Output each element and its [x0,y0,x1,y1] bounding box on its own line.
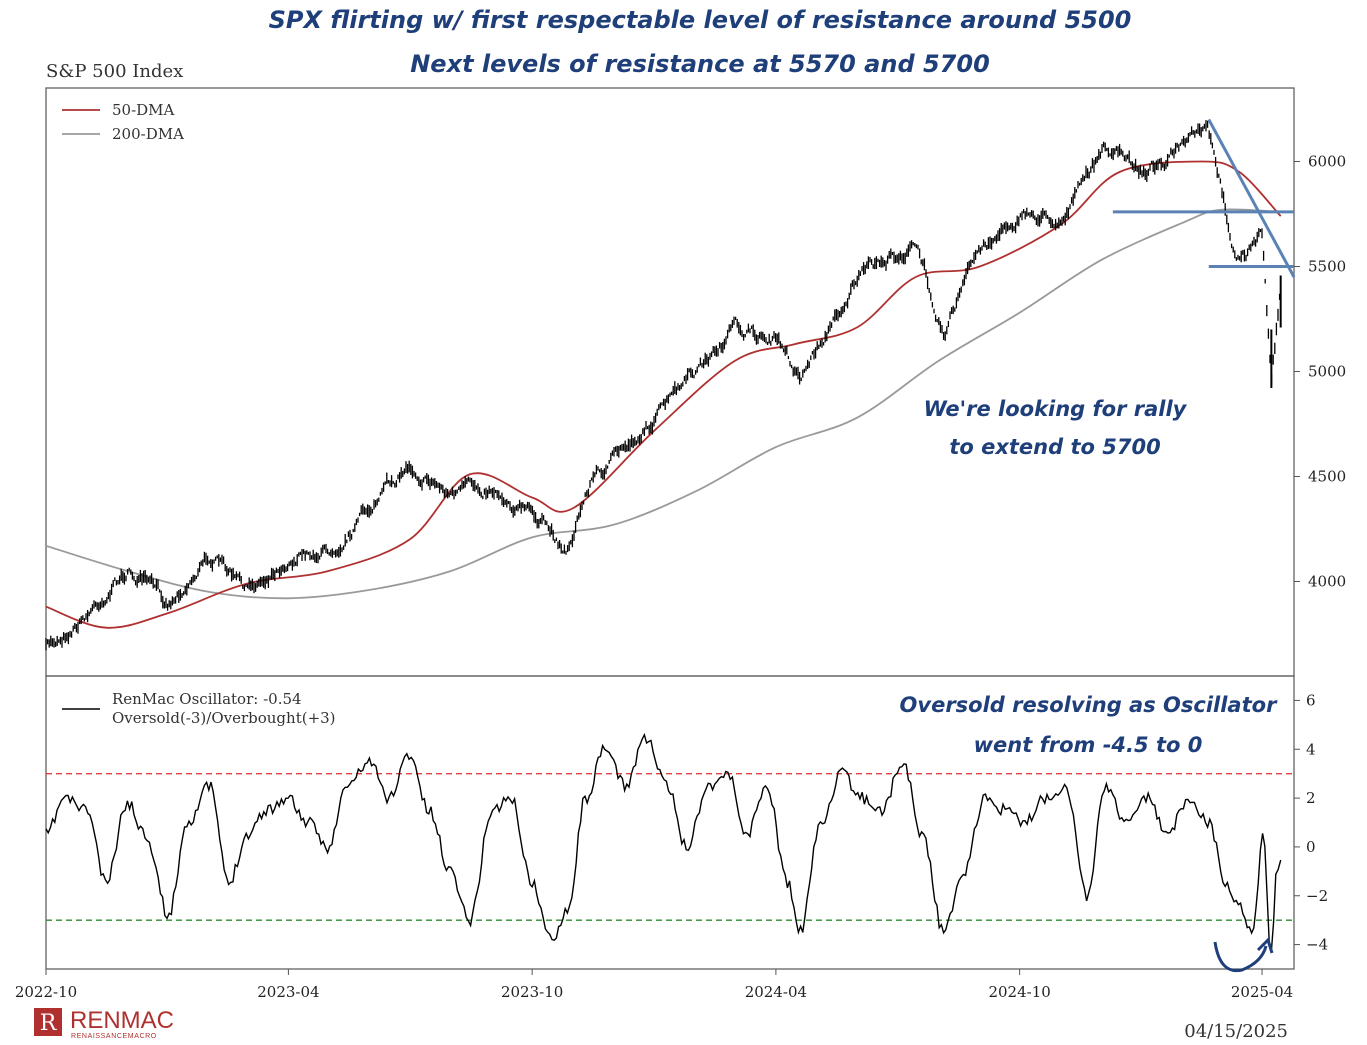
x-tick-label: 2023-04 [257,983,319,1001]
price-panel-plot [45,118,1296,651]
series-oscillator-line [45,732,1282,951]
price-y-tick-label: 4500 [1308,468,1346,486]
osc-y-tick-label: 2 [1306,789,1316,807]
series-50dma-line [45,160,1282,629]
axes: 4000 4500 5000 5500 6000 −4 −2 0 2 4 6 2022-10 2023-… [15,153,1346,1002]
renmac-logo: R RENMAC RENAISSANCEMACRO [34,1007,174,1040]
rebound-arrow-icon [1213,937,1274,973]
osc-y-tick-label: −2 [1306,887,1328,905]
x-tick-label: 2022-10 [15,983,77,1001]
oscillator-legend: RenMac Oscillator: -0.54 Oversold(-3)/Ov… [62,690,336,727]
osc-y-tick-label: 0 [1306,838,1316,856]
downtrend-line [1207,118,1296,278]
price-y-tick-label: 6000 [1308,153,1346,171]
price-panel-title: S&P 500 Index [46,61,183,82]
headline-line-1: SPX flirting w/ first respectable level … [269,6,1132,34]
series-price-bars [45,120,1282,651]
oscillator-panel-plot [45,732,1294,951]
x-tick-label: 2024-10 [988,983,1050,1001]
logo-subtext: RENAISSANCEMACRO [71,1033,157,1040]
rally-note-line-2: to extend to 5700 [949,435,1160,459]
legend-label-50dma: 50-DMA [112,101,175,119]
logo-mark-icon [34,1008,62,1036]
osc-y-tick-label: 6 [1306,691,1316,709]
legend-label-200dma: 200-DMA [112,125,184,143]
oscillator-note-line-2: went from -4.5 to 0 [974,733,1203,757]
x-tick-label: 2023-10 [501,983,563,1001]
price-legend: 50-DMA 200-DMA [62,101,184,143]
x-tick-label: 2024-04 [745,983,807,1001]
oscillator-panel-frame [45,675,1295,970]
logo-text: RENMAC [70,1007,174,1034]
legend-label-oscillator: RenMac Oscillator: -0.54 [112,690,302,708]
x-tick-label: 2025-04 [1231,983,1293,1001]
chart-date: 04/15/2025 [1184,1021,1288,1042]
headline-line-2: Next levels of resistance at 5570 and 57… [410,50,990,78]
logo-mark-letter: R [40,1011,58,1036]
oscillator-note-line-1: Oversold resolving as Oscillator [900,693,1279,717]
legend-label-thresholds: Oversold(-3)/Overbought(+3) [112,709,336,727]
osc-y-tick-label: 4 [1306,740,1316,758]
price-y-tick-label: 5000 [1308,363,1346,381]
price-y-tick-label: 4000 [1308,573,1346,591]
rally-note-line-1: We're looking for rally [924,397,1188,421]
series-200dma-line [45,208,1281,600]
price-y-tick-label: 5500 [1308,258,1346,276]
osc-y-tick-label: −4 [1306,936,1328,954]
